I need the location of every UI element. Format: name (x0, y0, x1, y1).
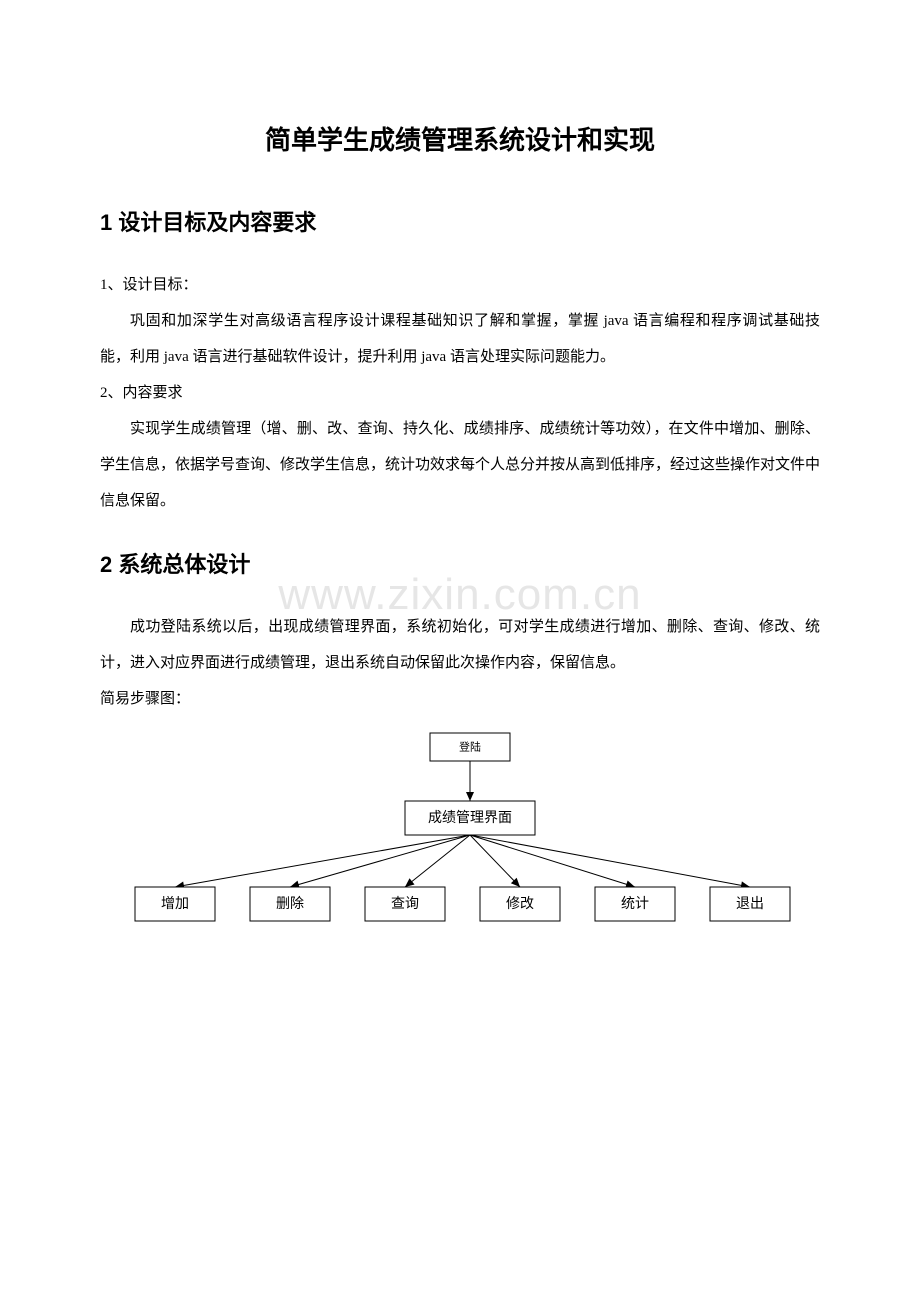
flow-node-label: 查询 (391, 896, 419, 912)
arrowhead-icon (405, 878, 415, 887)
section-2-body: 成功登陆系统以后，出现成绩管理界面，系统初始化，可对学生成绩进行增加、删除、查询… (100, 609, 820, 681)
section-1: 1 设计目标及内容要求 1、设计目标： 巩固和加深学生对高级语言程序设计课程基础… (100, 205, 820, 519)
flow-edge (290, 835, 470, 887)
section-1-item1-body: 巩固和加深学生对高级语言程序设计课程基础知识了解和掌握，掌握 java 语言编程… (100, 303, 820, 375)
flow-node-label: 登陆 (459, 740, 481, 754)
flow-node-label: 增加 (161, 896, 189, 912)
flow-edge (405, 835, 470, 887)
section-2-steps-label: 简易步骤图： (100, 681, 820, 717)
flow-node-label: 退出 (736, 896, 764, 912)
section-2-heading: 2 系统总体设计 (100, 547, 820, 579)
flow-node-label: 修改 (506, 896, 534, 912)
document-title: 简单学生成绩管理系统设计和实现 (100, 120, 820, 157)
section-2: 2 系统总体设计 成功登陆系统以后，出现成绩管理界面，系统初始化，可对学生成绩进… (100, 547, 820, 937)
section-1-item1-label: 1、设计目标： (100, 267, 820, 303)
flow-node-label: 统计 (621, 896, 649, 912)
arrowhead-icon (466, 792, 474, 801)
section-1-item2-label: 2、内容要求 (100, 375, 820, 411)
flow-node-label: 删除 (276, 896, 304, 912)
section-1-item2-body: 实现学生成绩管理（增、删、改、查询、持久化、成绩排序、成绩统计等功效），在文件中… (100, 411, 820, 519)
flow-edge (175, 835, 470, 887)
flowchart-diagram: 登陆成绩管理界面增加 删除 查询 修改 统计 退出 (100, 727, 820, 937)
flow-node-label: 成绩管理界面 (428, 810, 512, 826)
page-content: 简单学生成绩管理系统设计和实现 1 设计目标及内容要求 1、设计目标： 巩固和加… (0, 0, 920, 1025)
section-1-heading: 1 设计目标及内容要求 (100, 205, 820, 237)
